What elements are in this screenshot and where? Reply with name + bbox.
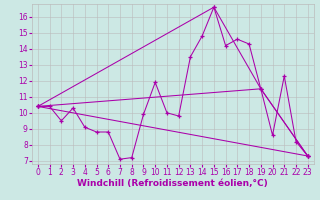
X-axis label: Windchill (Refroidissement éolien,°C): Windchill (Refroidissement éolien,°C) bbox=[77, 179, 268, 188]
